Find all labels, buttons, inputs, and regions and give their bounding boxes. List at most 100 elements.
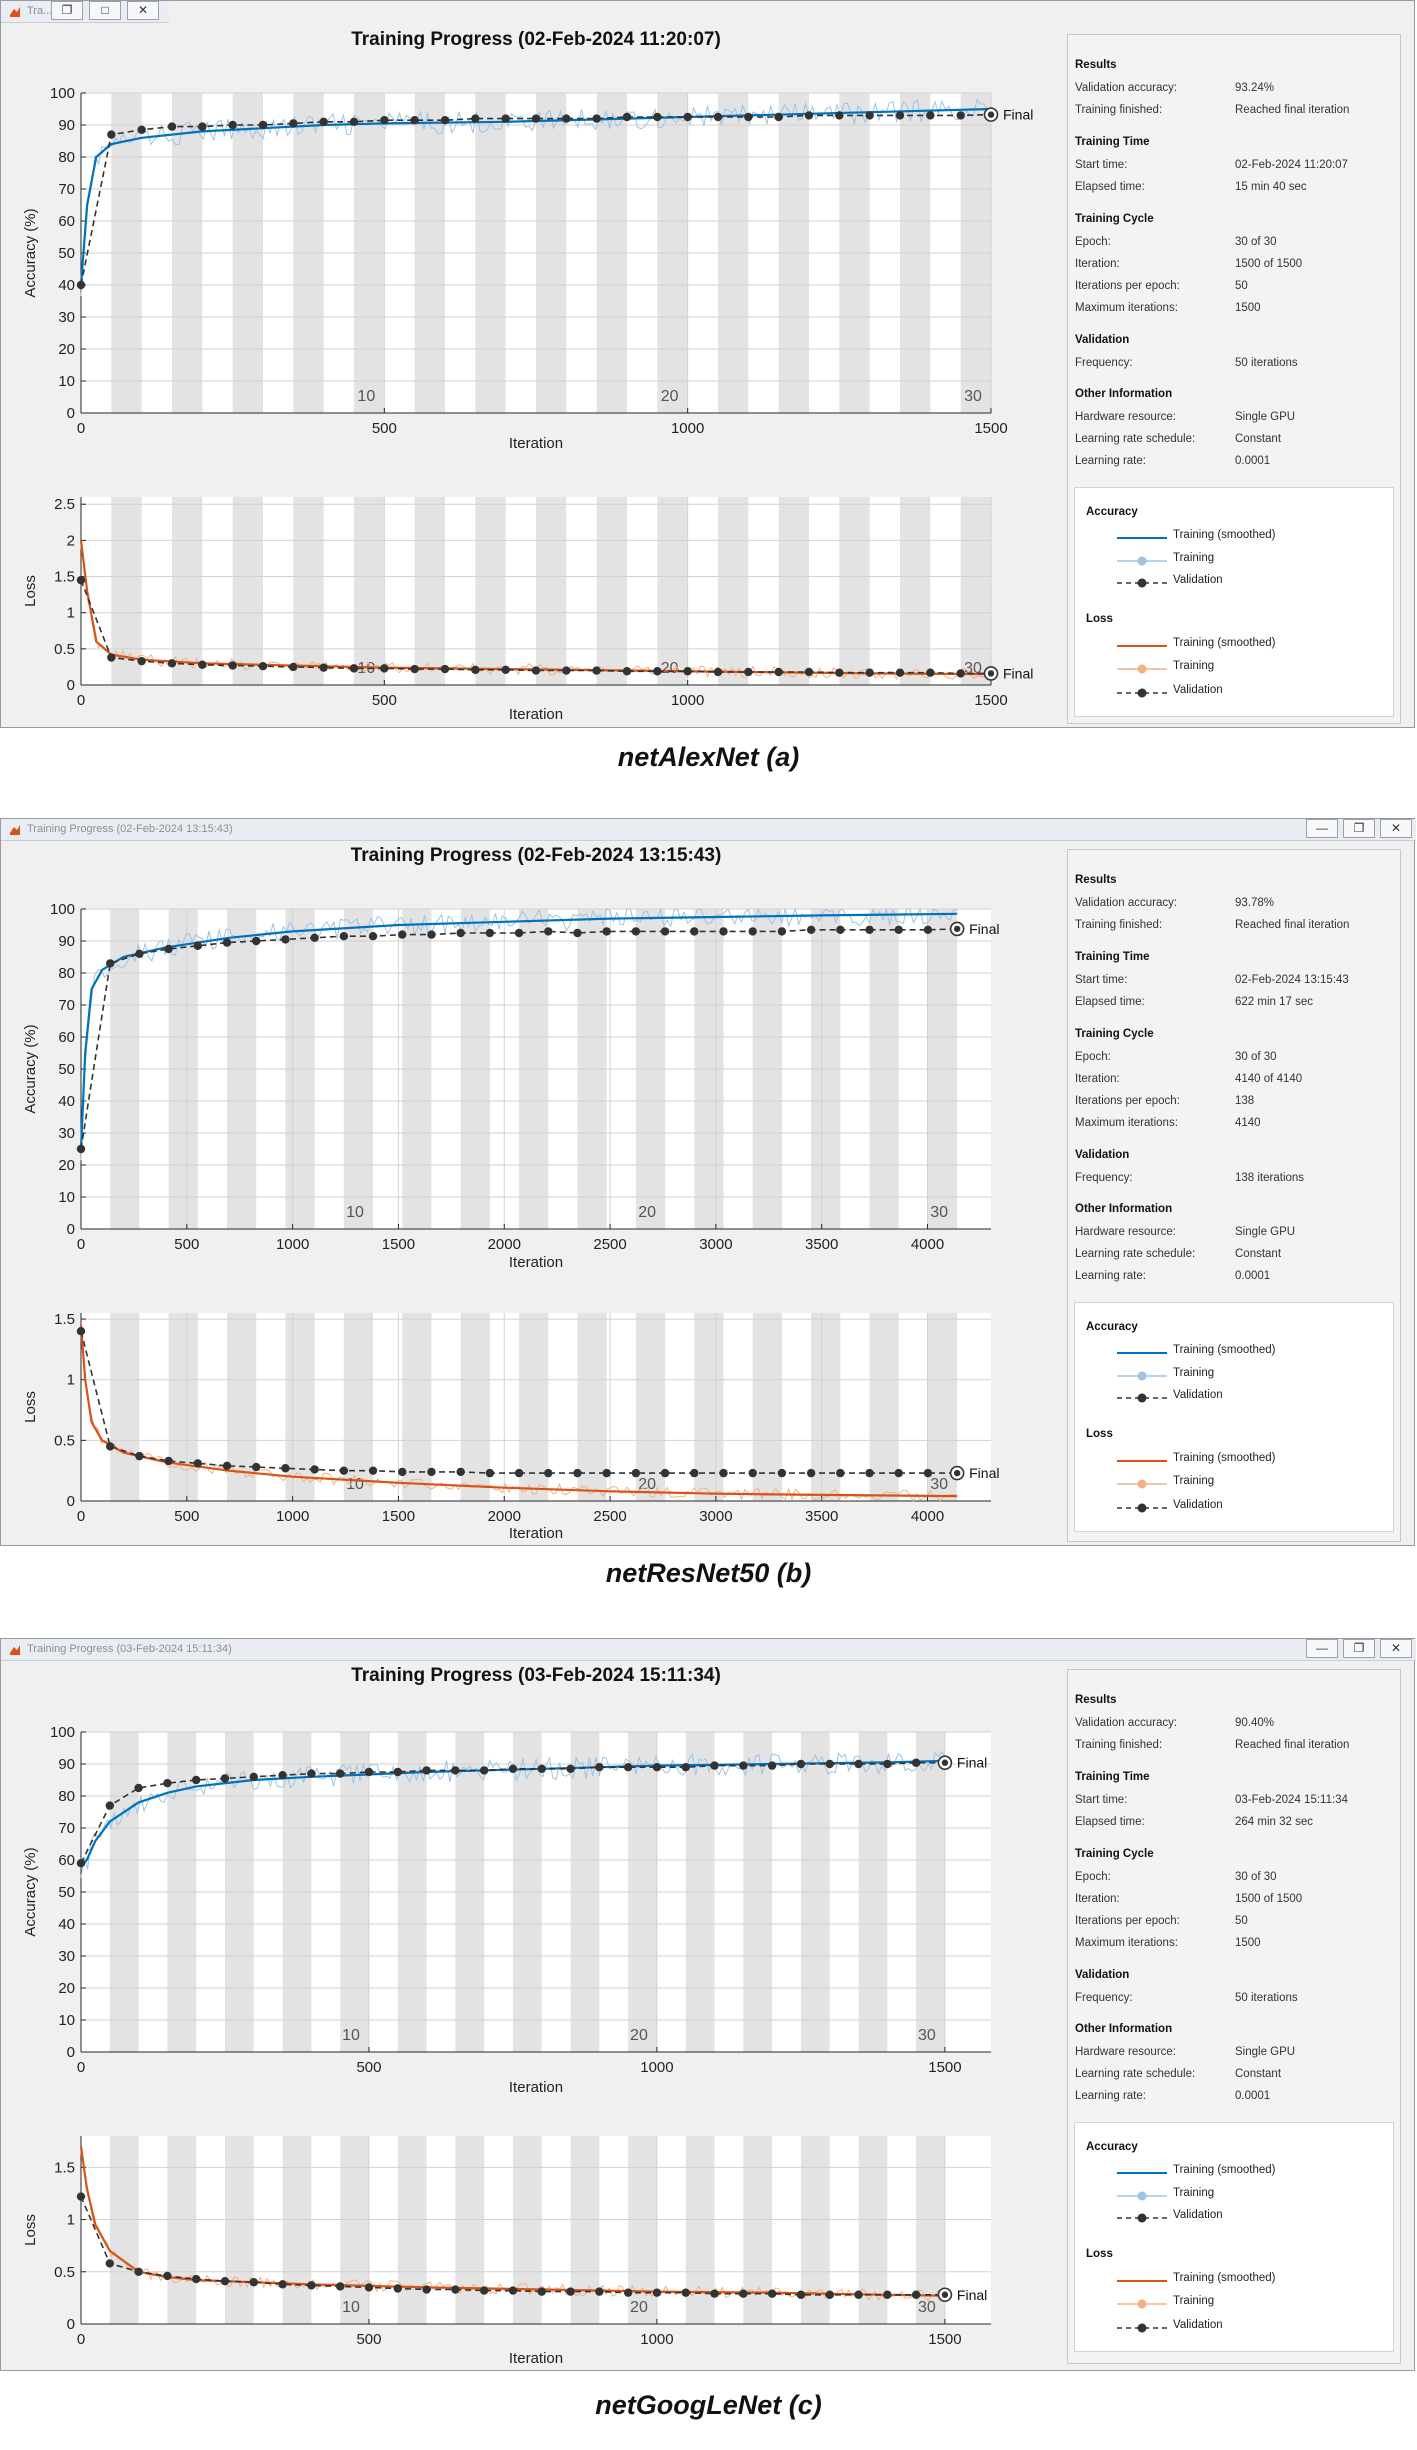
epoch-band xyxy=(596,497,627,685)
validation-point xyxy=(364,1767,374,1777)
elapsed-time-value: 15 min 40 sec xyxy=(1235,181,1307,193)
start-time-label: Start time: xyxy=(1075,974,1128,986)
epoch-label: Epoch: xyxy=(1075,1871,1111,1883)
validation-point xyxy=(485,928,495,938)
frequency-value: 138 iterations xyxy=(1235,1172,1305,1184)
validation-point xyxy=(501,665,510,675)
validation-point xyxy=(566,2287,575,2296)
y-tick-label: 40 xyxy=(58,277,75,294)
epoch-label: 20 xyxy=(638,1204,656,1221)
validation-point xyxy=(806,925,816,934)
x-tick-label: 4000 xyxy=(911,1236,944,1253)
legend-swatch-val xyxy=(1117,688,1167,698)
validation-point xyxy=(393,1767,402,1777)
validation-accuracy-label: Validation accuracy: xyxy=(1075,1717,1178,1729)
chart-title: Training Progress (02-Feb-2024 11:20:07) xyxy=(351,29,721,50)
validation-point xyxy=(573,928,582,938)
figure-caption: netResNet50 (b) xyxy=(605,1558,812,1588)
close-icon[interactable]: ✕ xyxy=(1380,819,1412,838)
validation-point xyxy=(622,667,632,676)
legend-swatch-smooth xyxy=(1117,1460,1167,1462)
validation-point xyxy=(836,925,845,934)
minimize-icon[interactable]: — xyxy=(1306,819,1338,838)
y-tick-label: 20 xyxy=(58,1980,75,1997)
validation-point xyxy=(440,664,450,674)
legend-swatch-smooth xyxy=(1117,2172,1167,2174)
x-tick-label: 1000 xyxy=(276,1236,309,1253)
matlab-icon xyxy=(10,7,20,17)
x-tick-label: 3500 xyxy=(805,1508,838,1525)
validation-point xyxy=(252,936,261,946)
iterations-per-epoch-value: 138 xyxy=(1235,1095,1255,1107)
validation-point xyxy=(167,122,177,131)
elapsed-time-label: Elapsed time: xyxy=(1075,181,1145,193)
other-information-heading: Other Information xyxy=(1075,1203,1173,1215)
validation-point xyxy=(623,1763,633,1772)
legend-swatch-smooth xyxy=(1117,2280,1167,2282)
validation-point xyxy=(883,1759,892,1769)
validation-point xyxy=(911,1758,921,1767)
frequency-value: 50 iterations xyxy=(1235,1992,1298,2004)
validation-point xyxy=(319,663,328,672)
validation-point xyxy=(883,2290,892,2299)
validation-point xyxy=(167,659,177,668)
info-panel: Results Validation accuracy: 93.78% Trainin… xyxy=(1067,849,1401,1542)
legend-loss-training: Training xyxy=(1173,660,1215,672)
training-cycle-heading: Training Cycle xyxy=(1075,1848,1154,1860)
epoch-band xyxy=(900,497,931,685)
maximum-iterations-label: Maximum iterations: xyxy=(1075,1937,1178,1949)
minimize-icon[interactable]: ❐ xyxy=(51,1,83,20)
validation-point xyxy=(393,2284,402,2293)
y-tick-label: 100 xyxy=(50,1724,75,1741)
loss-axes: 0 0.5 1 1.5 0 500 1000 1500 2000 2500 3000 3500 4000… xyxy=(22,1311,999,1542)
y-tick-label: 80 xyxy=(58,965,75,982)
training-cycle-heading: Training Cycle xyxy=(1075,1028,1154,1040)
validation-point xyxy=(105,1801,114,1810)
validation-point xyxy=(602,927,611,936)
other-information-heading: Other Information xyxy=(1075,2023,1173,2035)
validation-point xyxy=(398,930,407,939)
legend-swatch-raw xyxy=(1117,556,1167,566)
epoch-band xyxy=(343,1313,374,1501)
restore-icon[interactable]: □ xyxy=(89,1,121,20)
close-icon[interactable]: ✕ xyxy=(1380,1639,1412,1658)
validation-point xyxy=(479,1766,489,1775)
validation-point xyxy=(719,1468,728,1478)
y-axis-label: Accuracy (%) xyxy=(22,1024,39,1113)
restore-icon[interactable]: ❐ xyxy=(1343,1639,1375,1658)
y-axis-label: Accuracy (%) xyxy=(22,208,39,297)
iteration-label: Iteration: xyxy=(1075,1893,1120,1905)
learning-rate-value: 0.0001 xyxy=(1235,1270,1271,1282)
restore-icon[interactable]: ❐ xyxy=(1343,819,1375,838)
training-finished-label: Training finished: xyxy=(1075,1739,1163,1751)
validation-point xyxy=(926,668,935,677)
epoch-band xyxy=(111,497,142,685)
validation-point xyxy=(835,668,844,677)
validation-point xyxy=(911,2290,921,2299)
validation-point xyxy=(865,668,874,677)
training-finished-value: Reached final iteration xyxy=(1235,104,1350,116)
validation-point xyxy=(514,1468,524,1478)
validation-point xyxy=(398,1467,407,1477)
results-heading: Results xyxy=(1075,1694,1117,1706)
validation-point xyxy=(926,111,935,120)
epoch-band xyxy=(839,497,870,685)
final-marker-dot xyxy=(953,925,961,933)
window-titlebar: Training Progress (03-Feb-2024 15:11:34)… xyxy=(1,1639,1416,1661)
x-tick-label: 1500 xyxy=(974,692,1007,709)
close-icon[interactable]: ✕ xyxy=(127,1,159,20)
validation-point xyxy=(744,667,753,677)
training-time-heading: Training Time xyxy=(1075,136,1150,148)
frequency-label: Frequency: xyxy=(1075,1172,1133,1184)
legend-loss-smoothed: Training (smoothed) xyxy=(1173,2272,1276,2284)
epoch-label: 20 xyxy=(630,2027,648,2044)
epoch-band xyxy=(512,2136,542,2324)
y-tick-label: 0 xyxy=(67,2316,75,2333)
legend-loss-training: Training xyxy=(1173,2295,1215,2307)
minimize-icon[interactable]: — xyxy=(1306,1639,1338,1658)
validation-point xyxy=(335,1769,345,1778)
learning-rate-schedule-label: Learning rate schedule: xyxy=(1075,2068,1196,2080)
epoch-band xyxy=(282,2136,312,2324)
maximum-iterations-value: 1500 xyxy=(1235,1937,1261,1949)
